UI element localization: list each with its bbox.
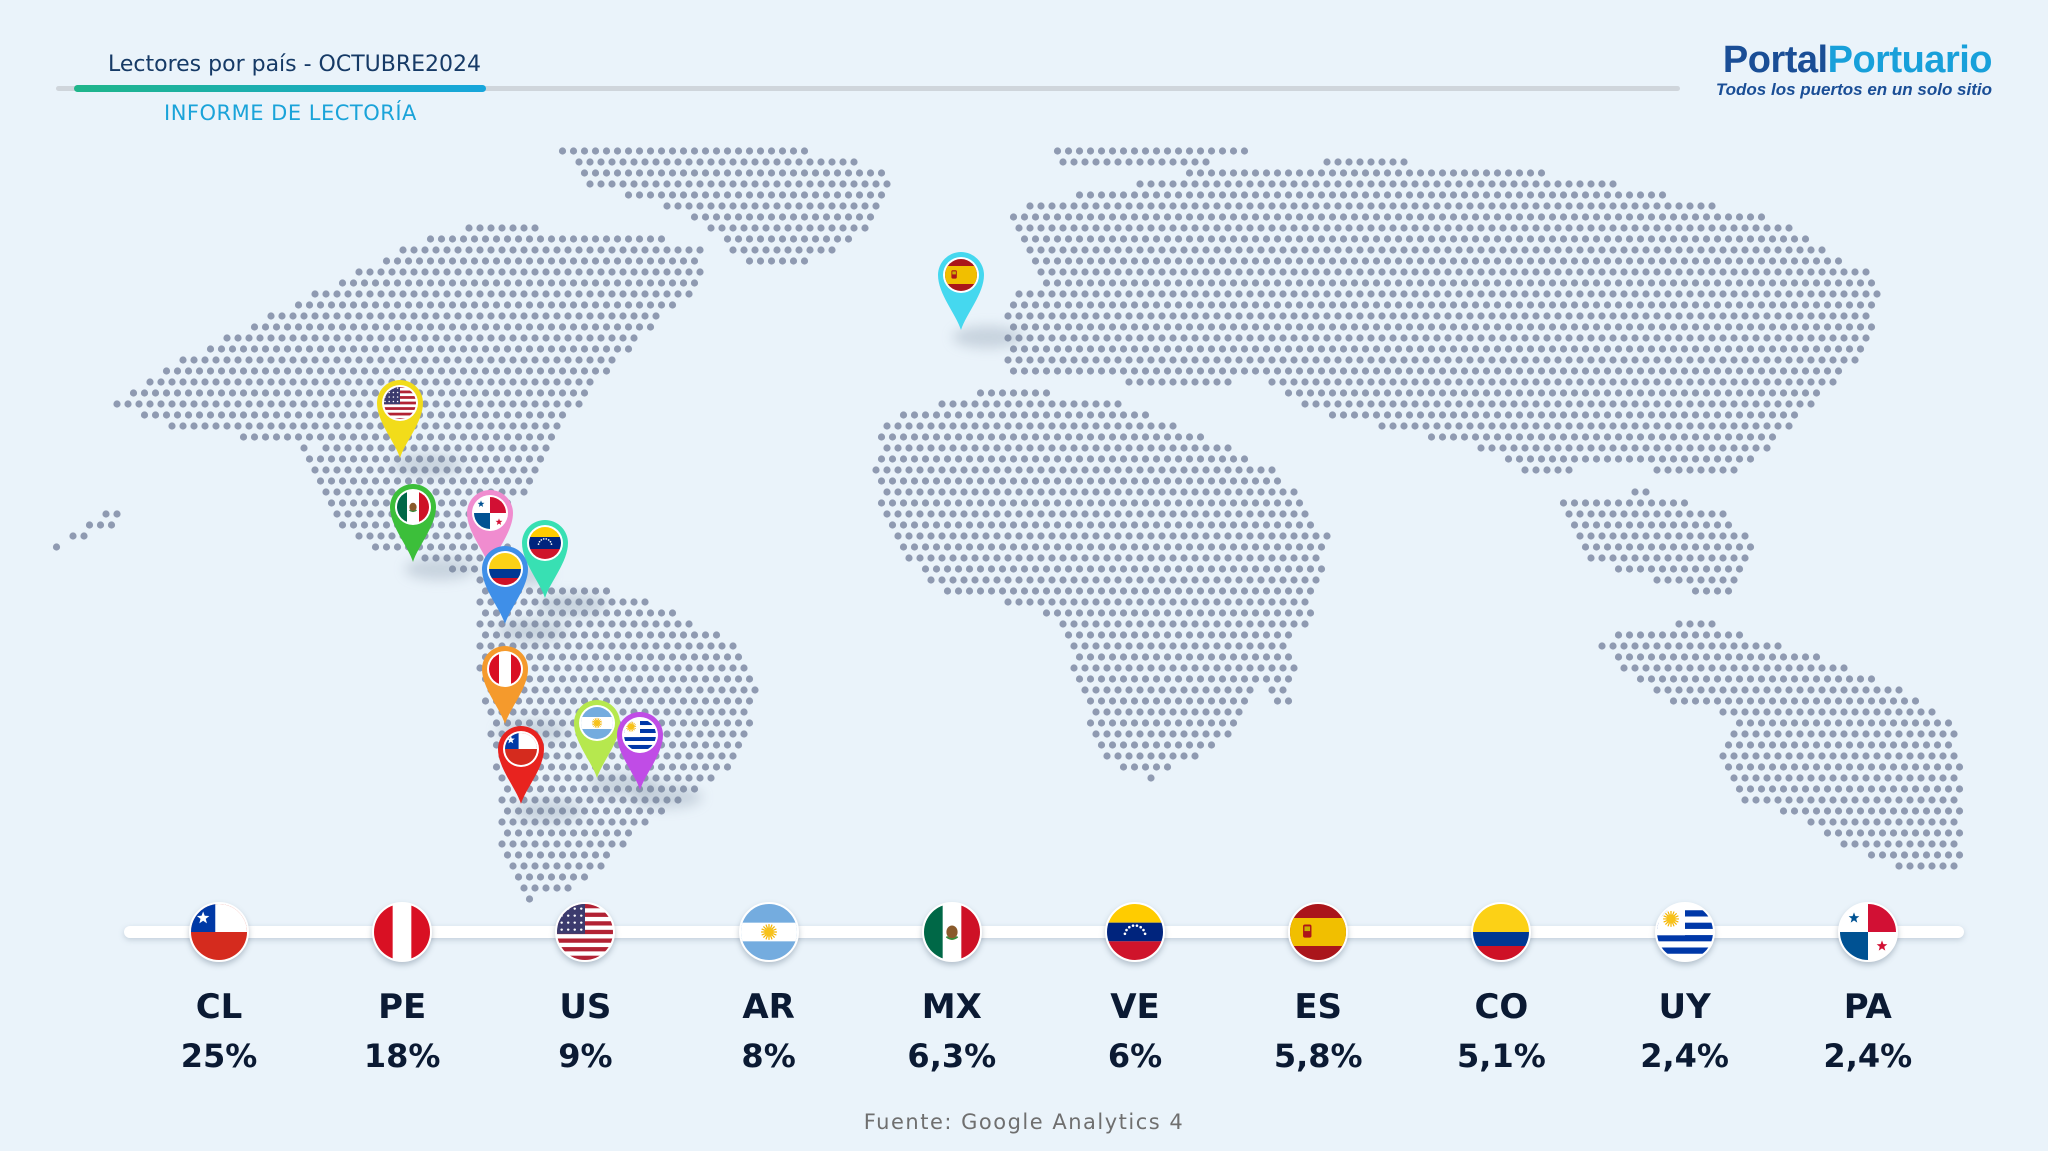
country-code: AR — [742, 987, 795, 1027]
reader-percentage: 6,3% — [907, 1037, 997, 1075]
reader-percentage: 25% — [180, 1037, 258, 1075]
legend-item-es: ES 5,8% — [1238, 902, 1398, 1074]
usa-flag-icon — [555, 902, 616, 962]
venezuela-flag-icon — [1105, 902, 1165, 962]
reader-percentage: 2,4% — [1823, 1037, 1913, 1075]
map-marker-co — [480, 544, 567, 642]
country-code: UY — [1658, 987, 1711, 1027]
reader-percentage: 9% — [558, 1037, 613, 1075]
legend-item-cl: CL 25% — [139, 902, 299, 1074]
portal-portuario-logo: PortalPortuario Todos los puertos en un … — [1715, 39, 1993, 100]
logo-text-portal: Portal — [1722, 39, 1828, 81]
map-marker-mx — [388, 482, 475, 580]
reader-percentage: 5,8% — [1273, 1037, 1363, 1075]
legend-item-pe: PE 18% — [322, 902, 482, 1074]
map-marker-es — [936, 250, 1023, 348]
map-marker-ve — [520, 518, 607, 616]
header-divider — [56, 86, 1680, 91]
colombia-flag-icon — [1471, 902, 1532, 962]
reader-percentage: 18% — [363, 1037, 441, 1075]
argentina-flag-icon — [738, 902, 799, 962]
country-code: US — [559, 987, 612, 1027]
reader-percentage: 2,4% — [1640, 1037, 1729, 1075]
country-code: ES — [1294, 987, 1343, 1027]
legend-item-ve: VE 6% — [1055, 902, 1215, 1074]
map-marker-us — [375, 378, 462, 476]
reader-percentage: 5,1% — [1457, 1037, 1546, 1075]
header-accent-bar — [74, 85, 486, 92]
legend-item-us: US 9% — [505, 902, 665, 1074]
reader-percentage: 6% — [1107, 1037, 1163, 1075]
map-marker-uy — [615, 710, 702, 808]
logo-text-portuario: Portuario — [1827, 39, 1993, 81]
legend-item-ar: AR 8% — [689, 902, 849, 1074]
country-code: PA — [1843, 987, 1892, 1027]
source-note: Fuente: Google Analytics 4 — [863, 1110, 1185, 1134]
chile-flag-icon — [189, 902, 249, 962]
uruguay-flag-icon — [1654, 902, 1715, 962]
peru-flag-icon — [372, 902, 433, 962]
legend-item-uy: UY 2,4% — [1605, 902, 1765, 1074]
header-title: Lectores por país - OCTUBRE2024 — [108, 52, 482, 77]
country-code: VE — [1110, 987, 1160, 1027]
panama-flag-icon — [1837, 902, 1898, 962]
mexico-flag-icon — [921, 902, 982, 962]
country-code: CO — [1474, 987, 1529, 1027]
country-code: CL — [195, 987, 243, 1027]
header-subtitle: INFORME DE LECTORÍA — [164, 101, 417, 125]
legend-item-pa: PA 2,4% — [1788, 902, 1948, 1074]
country-code: MX — [921, 987, 982, 1027]
country-code: PE — [378, 987, 427, 1027]
reader-percentage: 8% — [741, 1037, 796, 1075]
legend-item-co: CO 5,1% — [1421, 902, 1581, 1074]
spain-flag-icon — [1288, 902, 1349, 962]
map-marker-pe — [480, 644, 567, 742]
legend-item-mx: MX 6,3% — [872, 902, 1032, 1074]
logo-tagline: Todos los puertos en un solo sitio — [1715, 80, 1992, 99]
map-marker-cl — [496, 724, 583, 822]
